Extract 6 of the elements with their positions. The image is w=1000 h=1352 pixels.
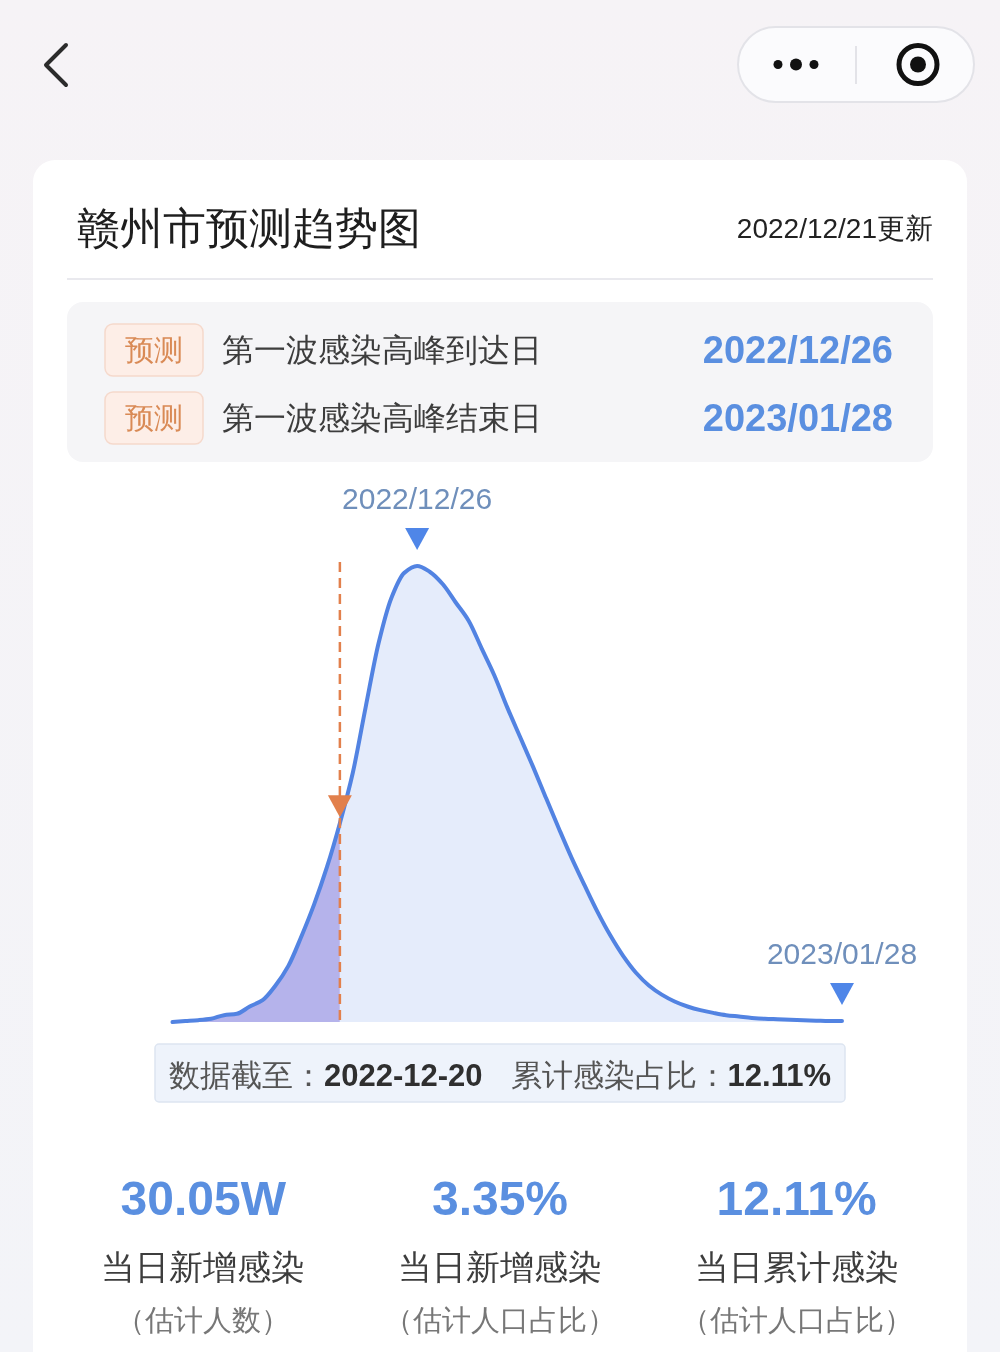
- cutoff-box: 数据截至：2022-12-20 累计感染占比：12.11%: [154, 1043, 846, 1103]
- info-box: 预测 第一波感染高峰到达日 2022/12/26 预测 第一波感染高峰结束日 2023/01/28: [67, 302, 933, 462]
- chart-subtitle: 2022/12/21更新: [736, 212, 933, 244]
- chart-title: 赣州市预测趋势图: [77, 204, 421, 252]
- annotation: 2022/12/26: [342, 481, 493, 515]
- annotation: 2023/01/28: [766, 936, 918, 970]
